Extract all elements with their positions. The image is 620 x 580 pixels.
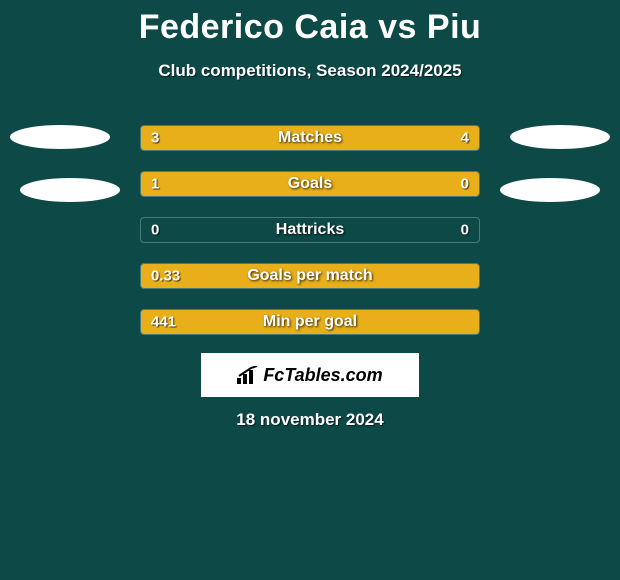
stat-bar: 441 Min per goal: [140, 309, 480, 335]
stat-row: 441 Min per goal: [0, 309, 620, 335]
stat-label: Goals per match: [247, 267, 372, 285]
logo: FcTables.com: [237, 365, 382, 386]
value-right: 0: [461, 176, 469, 193]
stat-label: Matches: [278, 129, 342, 147]
fill-left: [141, 172, 401, 196]
stat-bar: 0 0 Hattricks: [140, 217, 480, 243]
stat-row: 3 4 Matches: [0, 125, 620, 151]
value-right: 4: [461, 130, 469, 147]
logo-text: FcTables.com: [263, 365, 382, 386]
logo-box: FcTables.com: [201, 353, 419, 397]
date-label: 18 november 2024: [236, 410, 383, 430]
stat-row: 1 0 Goals: [0, 171, 620, 197]
value-left: 3: [151, 130, 159, 147]
value-right: 0: [461, 222, 469, 239]
stat-label: Hattricks: [276, 221, 344, 239]
comparison-card: Federico Caia vs Piu Club competitions, …: [0, 0, 620, 580]
stat-bar: 0.33 Goals per match: [140, 263, 480, 289]
value-left: 1: [151, 176, 159, 193]
value-left: 0.33: [151, 268, 180, 285]
chart-icon: [237, 366, 259, 384]
stat-row: 0 0 Hattricks: [0, 217, 620, 243]
stat-bar: 3 4 Matches: [140, 125, 480, 151]
stats-rows: 3 4 Matches 1 0 Goals 0 0 Hattricks 0.33 Goals per…: [0, 125, 620, 355]
subtitle: Club competitions, Season 2024/2025: [0, 61, 620, 81]
stat-bar: 1 0 Goals: [140, 171, 480, 197]
value-left: 0: [151, 222, 159, 239]
fill-left: [141, 126, 276, 150]
stat-label: Min per goal: [263, 313, 357, 331]
page-title: Federico Caia vs Piu: [0, 0, 620, 47]
stat-row: 0.33 Goals per match: [0, 263, 620, 289]
stat-label: Goals: [288, 175, 332, 193]
value-left: 441: [151, 314, 176, 331]
